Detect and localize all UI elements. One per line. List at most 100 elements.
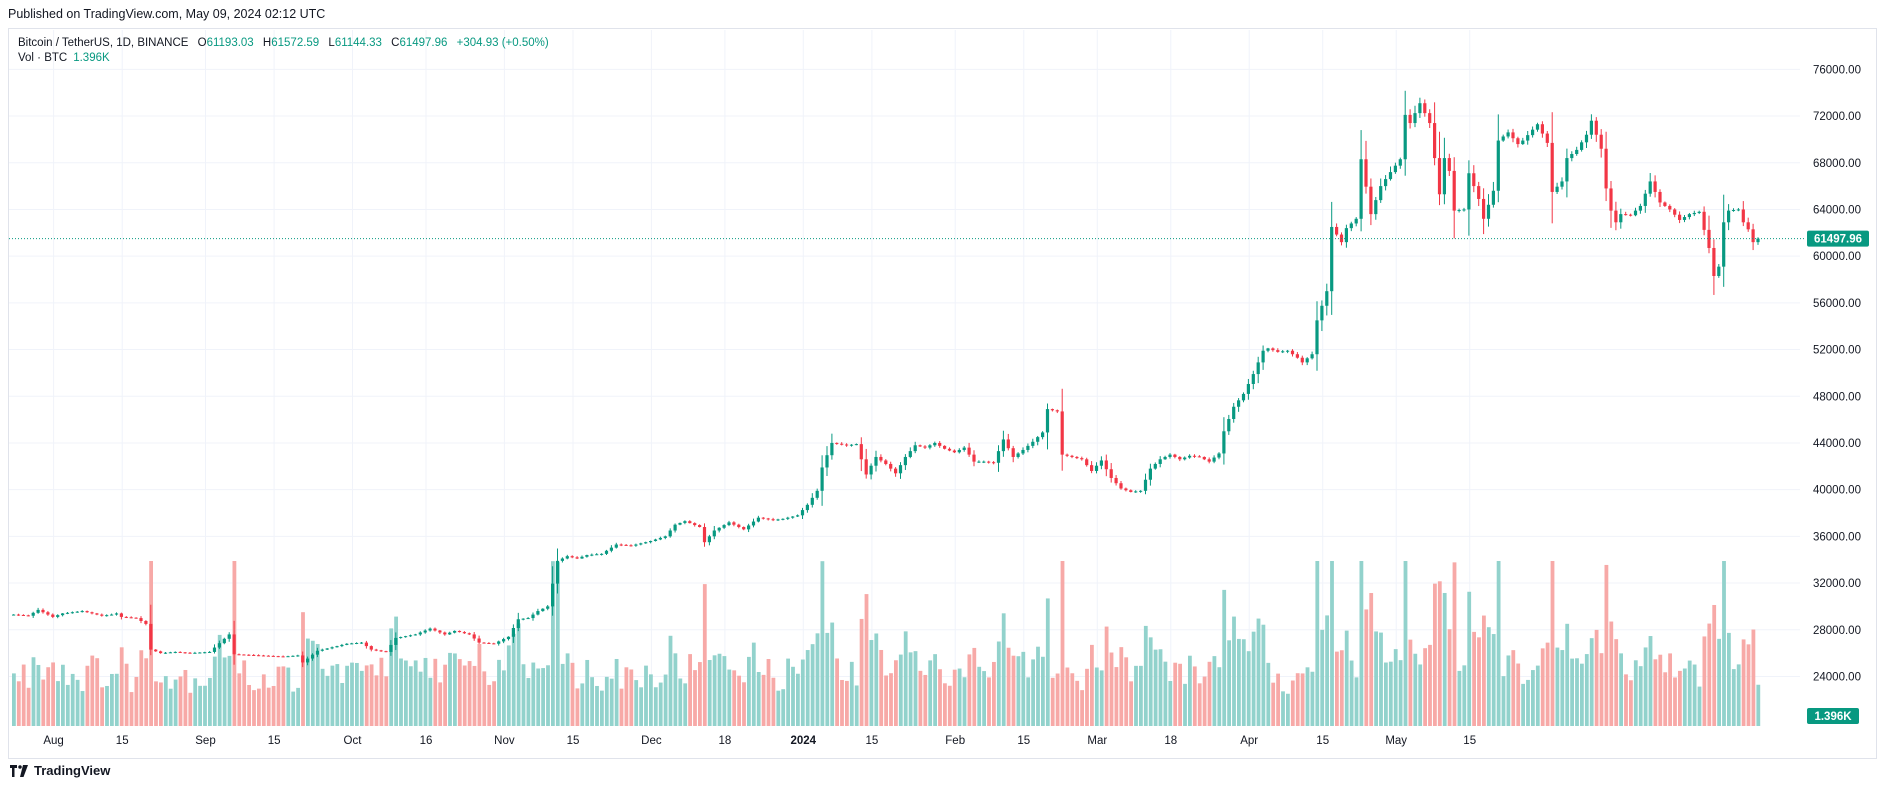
candle-body	[188, 652, 192, 654]
candle-body	[894, 468, 898, 474]
candle-body	[1016, 453, 1020, 457]
y-tick-label: 72000.00	[1813, 111, 1861, 123]
volume-bar	[678, 678, 683, 726]
candle-body	[1080, 458, 1084, 460]
candle-body	[70, 612, 74, 614]
candle-body	[1496, 140, 1500, 191]
candle-body	[874, 456, 878, 466]
candle-body	[962, 447, 966, 450]
candle-body	[967, 447, 971, 455]
volume-bar	[1124, 657, 1129, 726]
volume-bar	[46, 667, 51, 726]
volume-bar	[717, 653, 722, 726]
volume-bar	[159, 682, 163, 726]
x-tick-label: 15	[116, 735, 129, 747]
candle-body	[227, 634, 231, 639]
volume-bar	[707, 660, 712, 726]
volume-bar	[600, 690, 604, 726]
candle-body	[1305, 358, 1309, 363]
volume-bar	[776, 690, 781, 726]
candle-body	[31, 612, 35, 616]
volume-bar	[928, 660, 933, 726]
candle-body	[835, 442, 839, 444]
candle-body	[1222, 431, 1226, 454]
y-tick-label: 64000.00	[1813, 204, 1861, 216]
volume-bar	[183, 669, 188, 726]
volume-bar	[516, 623, 521, 726]
volume-bar	[1349, 660, 1354, 726]
volume-bar	[163, 676, 168, 726]
candle-body	[1153, 463, 1157, 469]
volume-bar	[614, 658, 619, 726]
volume-bar	[898, 654, 903, 726]
candle-body	[26, 615, 30, 617]
candle-body	[168, 652, 172, 654]
candle-body	[1315, 320, 1319, 355]
volume-bar	[90, 655, 95, 726]
candle-body	[889, 463, 893, 469]
volume-bar	[1457, 670, 1462, 726]
candle-body	[1349, 223, 1353, 229]
volume-bar	[41, 679, 46, 726]
candle-body	[982, 461, 986, 463]
volume-bar	[477, 643, 482, 726]
volume-bars	[12, 561, 1761, 726]
candle-body	[791, 516, 795, 518]
x-tick-label: 2024	[791, 735, 817, 747]
volume-bar	[1085, 668, 1089, 726]
volume-bar	[1173, 662, 1178, 726]
x-tick-label: 15	[866, 735, 879, 747]
volume-bar	[800, 659, 805, 726]
candle-body	[1486, 204, 1491, 219]
candle-body	[1354, 218, 1358, 224]
candle-body	[1124, 488, 1128, 491]
volume-bar	[1462, 665, 1467, 726]
volume-bar	[1060, 561, 1065, 726]
volume-bar	[712, 655, 717, 726]
candle-body	[1070, 455, 1074, 457]
volume-bar	[227, 655, 232, 726]
candle-body	[129, 617, 133, 619]
candle-body	[649, 541, 653, 543]
volume-bar	[139, 650, 144, 726]
candle-body	[1521, 140, 1525, 145]
candle-body	[1472, 173, 1476, 187]
candle-body	[212, 647, 217, 652]
volume-bar	[1129, 681, 1133, 726]
close-label: C	[391, 37, 400, 49]
candle-body	[462, 632, 466, 634]
candle-body	[683, 521, 687, 523]
candle-body	[345, 643, 349, 645]
volume-bar	[1428, 644, 1432, 726]
y-tick-label: 28000.00	[1813, 625, 1861, 637]
volume-bar	[1506, 655, 1511, 726]
candle-body	[1580, 142, 1584, 150]
volume-bar	[1006, 647, 1011, 726]
candle-body	[756, 517, 760, 522]
high-value: 61572.59	[271, 37, 320, 49]
volume-bar	[492, 681, 496, 726]
volume-bar	[1599, 653, 1604, 726]
volume-bar	[384, 676, 389, 726]
volume-bar	[310, 640, 315, 726]
volume-bar	[462, 665, 467, 726]
volume-bar	[1036, 646, 1040, 726]
volume-bar	[472, 665, 477, 726]
candle-body	[869, 465, 873, 475]
footer-brand[interactable]: TradingView	[10, 763, 110, 778]
volume-bar	[1237, 638, 1241, 726]
volume-bar	[845, 680, 849, 726]
candle-body	[1614, 210, 1618, 223]
volume-bar	[355, 662, 359, 726]
candle-body	[717, 527, 721, 531]
candle-body	[551, 583, 555, 607]
candle-body	[1653, 181, 1657, 192]
candle-body	[1697, 211, 1701, 213]
volume-bar	[1300, 673, 1305, 726]
candle-body	[217, 643, 221, 648]
volume-bar	[144, 658, 149, 726]
volume-bar	[399, 658, 403, 726]
candle-body	[859, 444, 863, 460]
candle-body	[864, 459, 868, 475]
